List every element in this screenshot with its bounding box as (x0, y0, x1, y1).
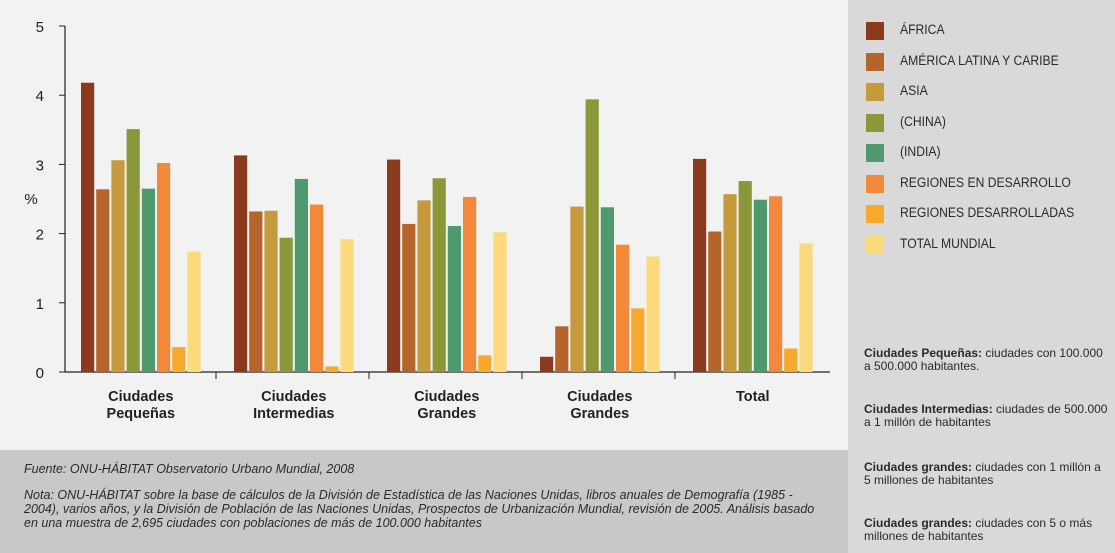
bar (631, 308, 645, 372)
bar (708, 231, 722, 372)
definition-text: ciudades de 500.000 a 1 millón de habita… (864, 402, 1108, 429)
y-tick-label: 1 (36, 296, 44, 313)
bar (769, 196, 783, 372)
bar (616, 244, 630, 372)
bar (111, 160, 125, 372)
legend-label: TOTAL MUNDIAL (900, 235, 996, 251)
legend-swatch (866, 83, 884, 101)
y-tick-label: 3 (36, 157, 44, 174)
legend-swatch (866, 144, 884, 162)
bar (81, 82, 95, 372)
bar-chart: 012345%CiudadesPequeñasCiudadesIntermedi… (24, 19, 830, 422)
legend-label: (CHINA) (900, 113, 946, 129)
definition-term: Ciudades grandes: (864, 516, 973, 530)
bar (463, 196, 477, 372)
bar (555, 326, 569, 372)
bar (493, 232, 507, 372)
legend-swatch (866, 235, 884, 254)
bar (249, 211, 263, 372)
bar (585, 99, 599, 373)
definition-very-large-cities: Ciudades grandes: ciudades con 5 o más m… (864, 517, 1110, 542)
bar (126, 129, 140, 372)
definition-small-cities: Ciudades Pequeñas: ciudades con 100.000 … (864, 347, 1110, 372)
definition-term: Ciudades Intermedias: (864, 402, 993, 416)
definition-term: Ciudades Pequeñas: (864, 346, 983, 360)
bar (417, 200, 431, 372)
bar (447, 225, 461, 372)
legend-label: AMÉRICA LATINA Y CARIBE (900, 52, 1059, 68)
bar (540, 356, 554, 372)
y-tick-label: 4 (36, 88, 44, 105)
bar (570, 206, 584, 372)
bar (234, 155, 248, 372)
legend-swatch (866, 22, 884, 40)
y-tick-label: 0 (36, 365, 44, 382)
bar (387, 159, 401, 372)
bar (172, 347, 186, 372)
category-label: Ciudades (414, 389, 479, 405)
source-note: Fuente: ONU-HÁBITAT Observatorio Urbano … (24, 462, 355, 476)
category-label: Intermedias (253, 406, 334, 422)
legend-label: ASIA (900, 83, 928, 98)
category-label: Ciudades (567, 389, 632, 405)
legend-swatch (866, 52, 884, 71)
legend-swatch (866, 174, 884, 193)
bar (402, 223, 416, 372)
notes-area: Fuente: ONU-HÁBITAT Observatorio Urbano … (0, 450, 848, 553)
bar (753, 199, 767, 372)
bar (646, 256, 660, 372)
legend-label: (INDIA) (900, 144, 941, 159)
bar (340, 239, 354, 372)
bar (157, 163, 171, 372)
category-label: Ciudades (108, 389, 173, 405)
definition-intermediate-cities: Ciudades Intermedias: ciudades de 500.00… (864, 403, 1110, 428)
category-label: Pequeñas (107, 406, 176, 422)
definition-text: ciudades con 100.000 a 500.000 habitante… (864, 346, 1103, 373)
bar (600, 207, 614, 372)
definition-large-cities: Ciudades grandes: ciudades con 1 millón … (864, 461, 1110, 486)
bar (738, 181, 752, 372)
category-label: Grandes (417, 406, 476, 422)
legend-panel: ÁFRICA AMÉRICA LATINA Y CARIBE ASIA (CHINA)… (848, 0, 1115, 553)
bar (264, 210, 278, 372)
legend-label: ÁFRICA (900, 22, 945, 37)
y-tick-label: 2 (36, 227, 44, 244)
bar (432, 178, 446, 372)
chart-panel: 0 1 2 3 4 5% Ciudades Pequeñas Ciudades Intermedi… (0, 0, 848, 450)
bar (141, 188, 155, 372)
methodology-note: Nota: ONU-HÁBITAT sobre la base de cálcu… (24, 488, 815, 530)
definition-text: ciudades con 1 millón a 5 millones de ha… (864, 460, 1101, 487)
bar (723, 194, 737, 372)
bar (294, 178, 308, 372)
legend-label: REGIONES DESARROLLADAS (900, 205, 1075, 220)
bar (478, 355, 492, 372)
definition-term: Ciudades grandes: (864, 460, 973, 474)
category-label: Grandes (570, 406, 629, 422)
bar (693, 158, 707, 372)
bar (310, 204, 324, 372)
bar (784, 348, 798, 372)
bar (96, 189, 110, 372)
bar (279, 237, 293, 372)
category-label: Total (736, 389, 770, 405)
definition-text: ciudades con 5 o más millones de habitan… (864, 516, 1093, 543)
legend-swatch (866, 205, 884, 223)
legend-swatch (866, 113, 884, 132)
y-axis-label: % (24, 191, 37, 208)
y-tick-label: 5 (36, 19, 44, 36)
category-label: Ciudades (261, 389, 326, 405)
bar (187, 251, 201, 372)
legend-label: REGIONES EN DESARROLLO (900, 174, 1071, 190)
bar (799, 243, 813, 372)
bar (325, 366, 339, 372)
